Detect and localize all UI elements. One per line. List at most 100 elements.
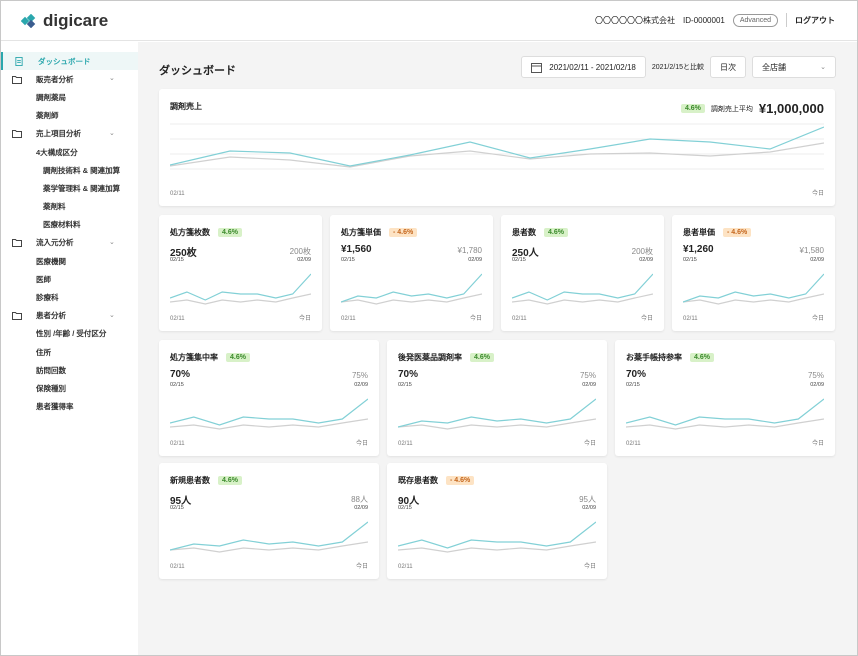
compare-value: 88人 [351,495,368,504]
nav-label: 販売者分析 [36,74,74,84]
nav-item[interactable]: 4大構成区分 [1,143,138,161]
compare-value: 75% [807,371,824,380]
x-start: 02/11 [170,564,185,570]
store-select[interactable]: 全店舗 ⌄ [752,56,836,78]
nav-item[interactable]: 医療材料料 [1,216,138,234]
date-range[interactable]: 2021/02/11 - 2021/02/18 [521,56,646,78]
nav-label: 訪問回数 [36,365,66,375]
logout[interactable]: ログアウト [795,15,835,25]
sparkline-area [169,270,312,312]
badge: - 4.6% [389,228,418,237]
x-start: 02/11 [512,316,527,322]
nav-item[interactable]: 調剤技術料 & 関連加算 [1,161,138,179]
badge: 4.6% [470,353,494,362]
date: 02/15 [626,382,640,388]
compare-value: 75% [351,371,368,380]
nav-label: 調剤技術料 & 関連加算 [43,165,121,175]
metric-card: 新規患者数 4.6% 95人 88人 02/15 02/09 02/11 今日 [159,463,379,579]
badge: 4.6% [218,476,242,485]
nav-item[interactable]: 調剤薬局 [1,88,138,106]
x-end: 今日 [355,564,368,570]
metric-card: お薬手帳持参率 4.6% 70% 75% 02/15 02/09 02/11 今日 [615,340,835,456]
metric-card: 処方箋枚数 4.6% 250枚 200枚 02/15 02/09 02/11 今日 [159,215,322,331]
period-button[interactable]: 日次 [710,56,746,78]
hero-sparkline [169,123,825,170]
sparkline-path [340,273,483,303]
nav-item[interactable]: 医療機関 [1,252,138,270]
x-end: 今日 [298,316,311,322]
header: digicare 〇〇〇〇〇〇株式会社 ID-0000001 Advanced … [1,1,857,41]
sparkline [169,398,369,430]
sidebar: ダッシュボード 販売者分析 ⌄ 調剤薬局薬剤師 売上項目分析 ⌄ 4大構成区分調剤技術料 &… [1,42,138,655]
date: 02/15 [512,257,526,263]
nav-label: 医療材料料 [43,220,81,230]
sparkline-area [682,270,825,312]
value: 250枚 [170,248,197,259]
nav-label: 薬学管理料 & 関連加算 [43,183,121,193]
card-title-row: 処方箋単価 - 4.6% [341,227,418,238]
chevron: ⌄ [109,129,115,137]
compare-date: 02/09 [354,505,368,511]
folder-icon [12,239,22,248]
badge: 4.6% [690,353,714,362]
nav-item[interactable]: 住所 [1,343,138,361]
badge: 4.6% [218,228,242,237]
nav-item[interactable]: 売上項目分析 ⌄ [1,125,138,143]
sparkline [682,273,825,305]
compare-date: 02/09 [810,382,824,388]
sparkline-path [397,418,597,430]
nav-item[interactable]: 患者獲得率 [1,398,138,416]
nav-item[interactable]: 医師 [1,270,138,288]
sparkline-area [169,395,369,437]
logo-mark [21,14,36,28]
chevron: ⌄ [109,75,115,83]
compare-date: 02/09 [297,257,311,263]
nav-label: 患者分析 [36,311,66,321]
nav-item[interactable]: 患者分析 ⌄ [1,307,138,325]
nav-label: 性別 /年齢 / 受付区分 [36,329,107,339]
sparkline-path [169,541,369,553]
nav-item[interactable]: 流入元分析 ⌄ [1,234,138,252]
sparkline-path [169,293,312,305]
card-title: 新規患者数 [170,476,210,485]
nav-item[interactable]: 薬剤師 [1,107,138,125]
x-end: 今日 [640,316,653,322]
nav-item[interactable]: 保険種別 [1,379,138,397]
sparkline-area [625,395,825,437]
compare-value: ¥1,580 [799,246,824,255]
x-start: 02/11 [398,564,413,570]
hero-chart [169,122,825,172]
x-end: 今日 [355,441,368,447]
nav-item[interactable]: 薬剤料 [1,198,138,216]
sparkline-path [169,418,369,430]
compare-value: 95人 [579,495,596,504]
store-text: 全店舗 [762,62,786,72]
sparkline [340,273,483,305]
nav-item[interactable]: 薬学管理料 & 関連加算 [1,179,138,197]
calendar-icon [531,62,543,73]
value: 70% [626,369,647,380]
sparkline-path [625,418,825,430]
nav-item[interactable]: 訪問回数 [1,361,138,379]
nav-label: 調剤薬局 [36,92,66,102]
date-range-text: 2021/02/11 - 2021/02/18 [549,62,636,72]
company: 〇〇〇〇〇〇株式会社 [595,15,676,25]
nav-item[interactable]: 販売者分析 ⌄ [1,70,138,88]
x-end: 今日 [583,441,596,447]
sparkline [625,398,825,430]
compare-date: 02/09 [639,257,653,263]
nav-label: ダッシュボード [38,56,91,66]
separator [786,13,787,27]
nav-item[interactable]: 性別 /年齢 / 受付区分 [1,325,138,343]
sparkline-path [511,273,654,301]
sparkline [397,398,597,430]
doc-icon [15,56,23,66]
nav-label: 流入元分析 [36,238,74,248]
nav-item[interactable]: 診療科 [1,288,138,306]
x-start: 02/11 [341,316,356,322]
logo[interactable]: digicare [21,11,108,31]
compare-date: 02/09 [354,382,368,388]
sparkline-path [625,398,825,426]
nav-item[interactable]: ダッシュボード [1,52,138,71]
nav-label: 医療機関 [36,256,66,266]
